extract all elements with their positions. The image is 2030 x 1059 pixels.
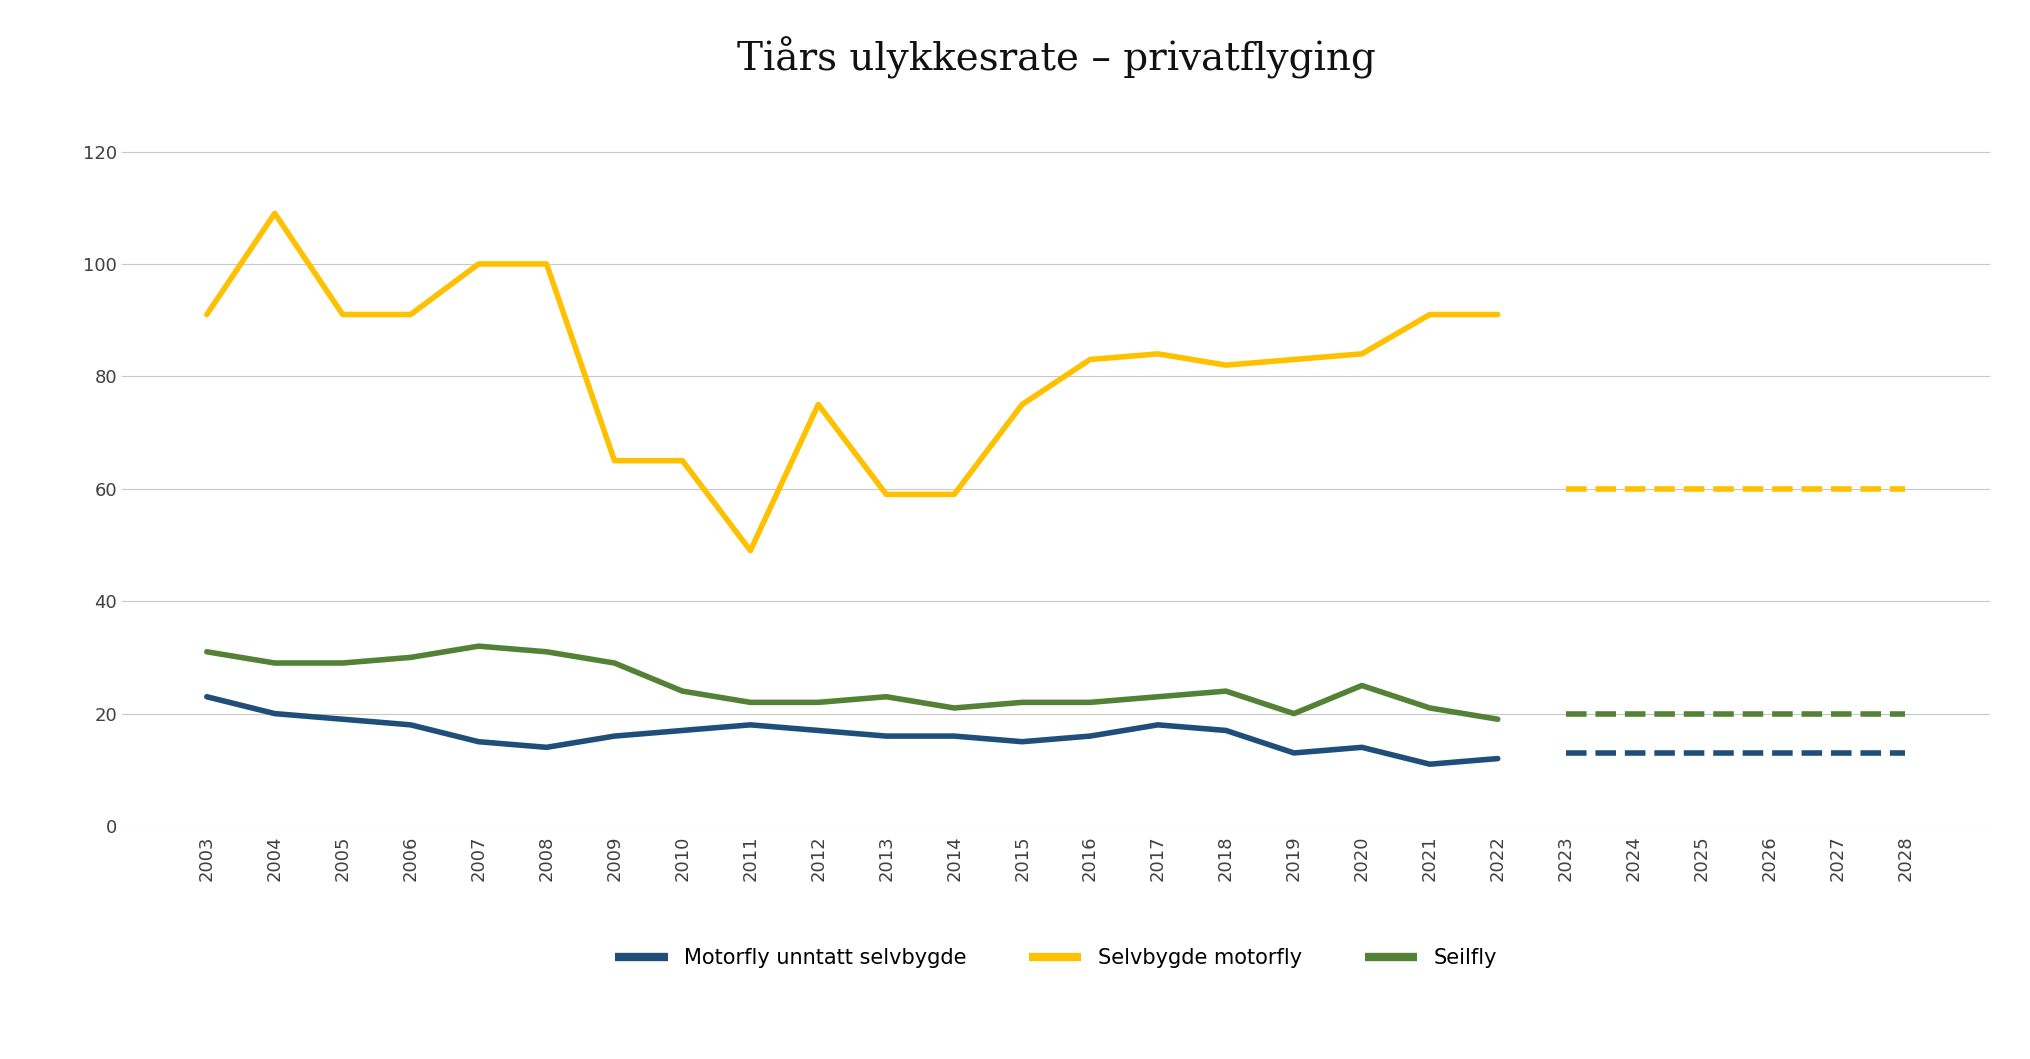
Title: Tiårs ulykkesrate – privatflyging: Tiårs ulykkesrate – privatflyging (737, 36, 1374, 78)
Legend: Motorfly unntatt selvbygde, Selvbygde motorfly, Seilfly: Motorfly unntatt selvbygde, Selvbygde mo… (607, 939, 1504, 976)
